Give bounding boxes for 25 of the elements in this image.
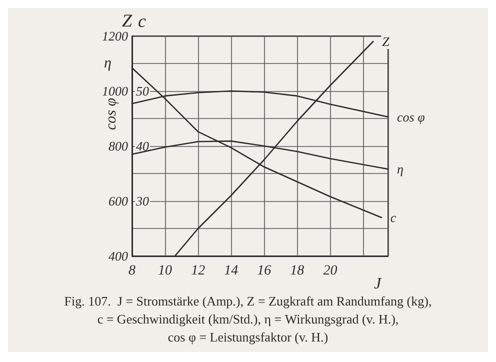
y2-axis-title: c (138, 11, 146, 31)
series-label: c (390, 210, 396, 225)
x-tick-label: 12 (191, 264, 206, 278)
x-axis-title: J (374, 276, 382, 292)
x-tick-label: 14 (224, 264, 238, 278)
y-axis-title: Z (122, 10, 133, 31)
x-tick-label: 18 (290, 264, 304, 278)
y2-tick-label: 40 (136, 138, 150, 154)
text: η (104, 56, 112, 72)
y2-tick-label: 50 (136, 84, 150, 98)
y-tick-label: 400 (108, 248, 128, 264)
series-label: cos φ (397, 109, 425, 124)
text: cos φ (104, 98, 120, 130)
series-label: Z (382, 34, 390, 49)
y-tick-label: 800 (108, 138, 128, 154)
y-tick-label: 600 (108, 194, 128, 208)
x-tick-label: 20 (323, 264, 338, 278)
y-tick-label: 1000 (102, 84, 128, 98)
y2-tick-label: 30 (135, 194, 150, 208)
caption: Fig. 107. J = Stromstärke (Amp.), Z = Zugkraft am Randumfang (kg), c = Geschwindigkeit (km/Std.), η = Wirkungsgrad (v. H.), cos φ = Leistungsfaktor (v. H.) (64, 294, 432, 344)
x-tick-label: 10 (158, 264, 172, 278)
series-label: η (397, 162, 404, 177)
x-tick-label: 8 (128, 264, 136, 278)
x-tick-label: 16 (257, 264, 272, 278)
y-tick-label: 1200 (102, 28, 128, 44)
